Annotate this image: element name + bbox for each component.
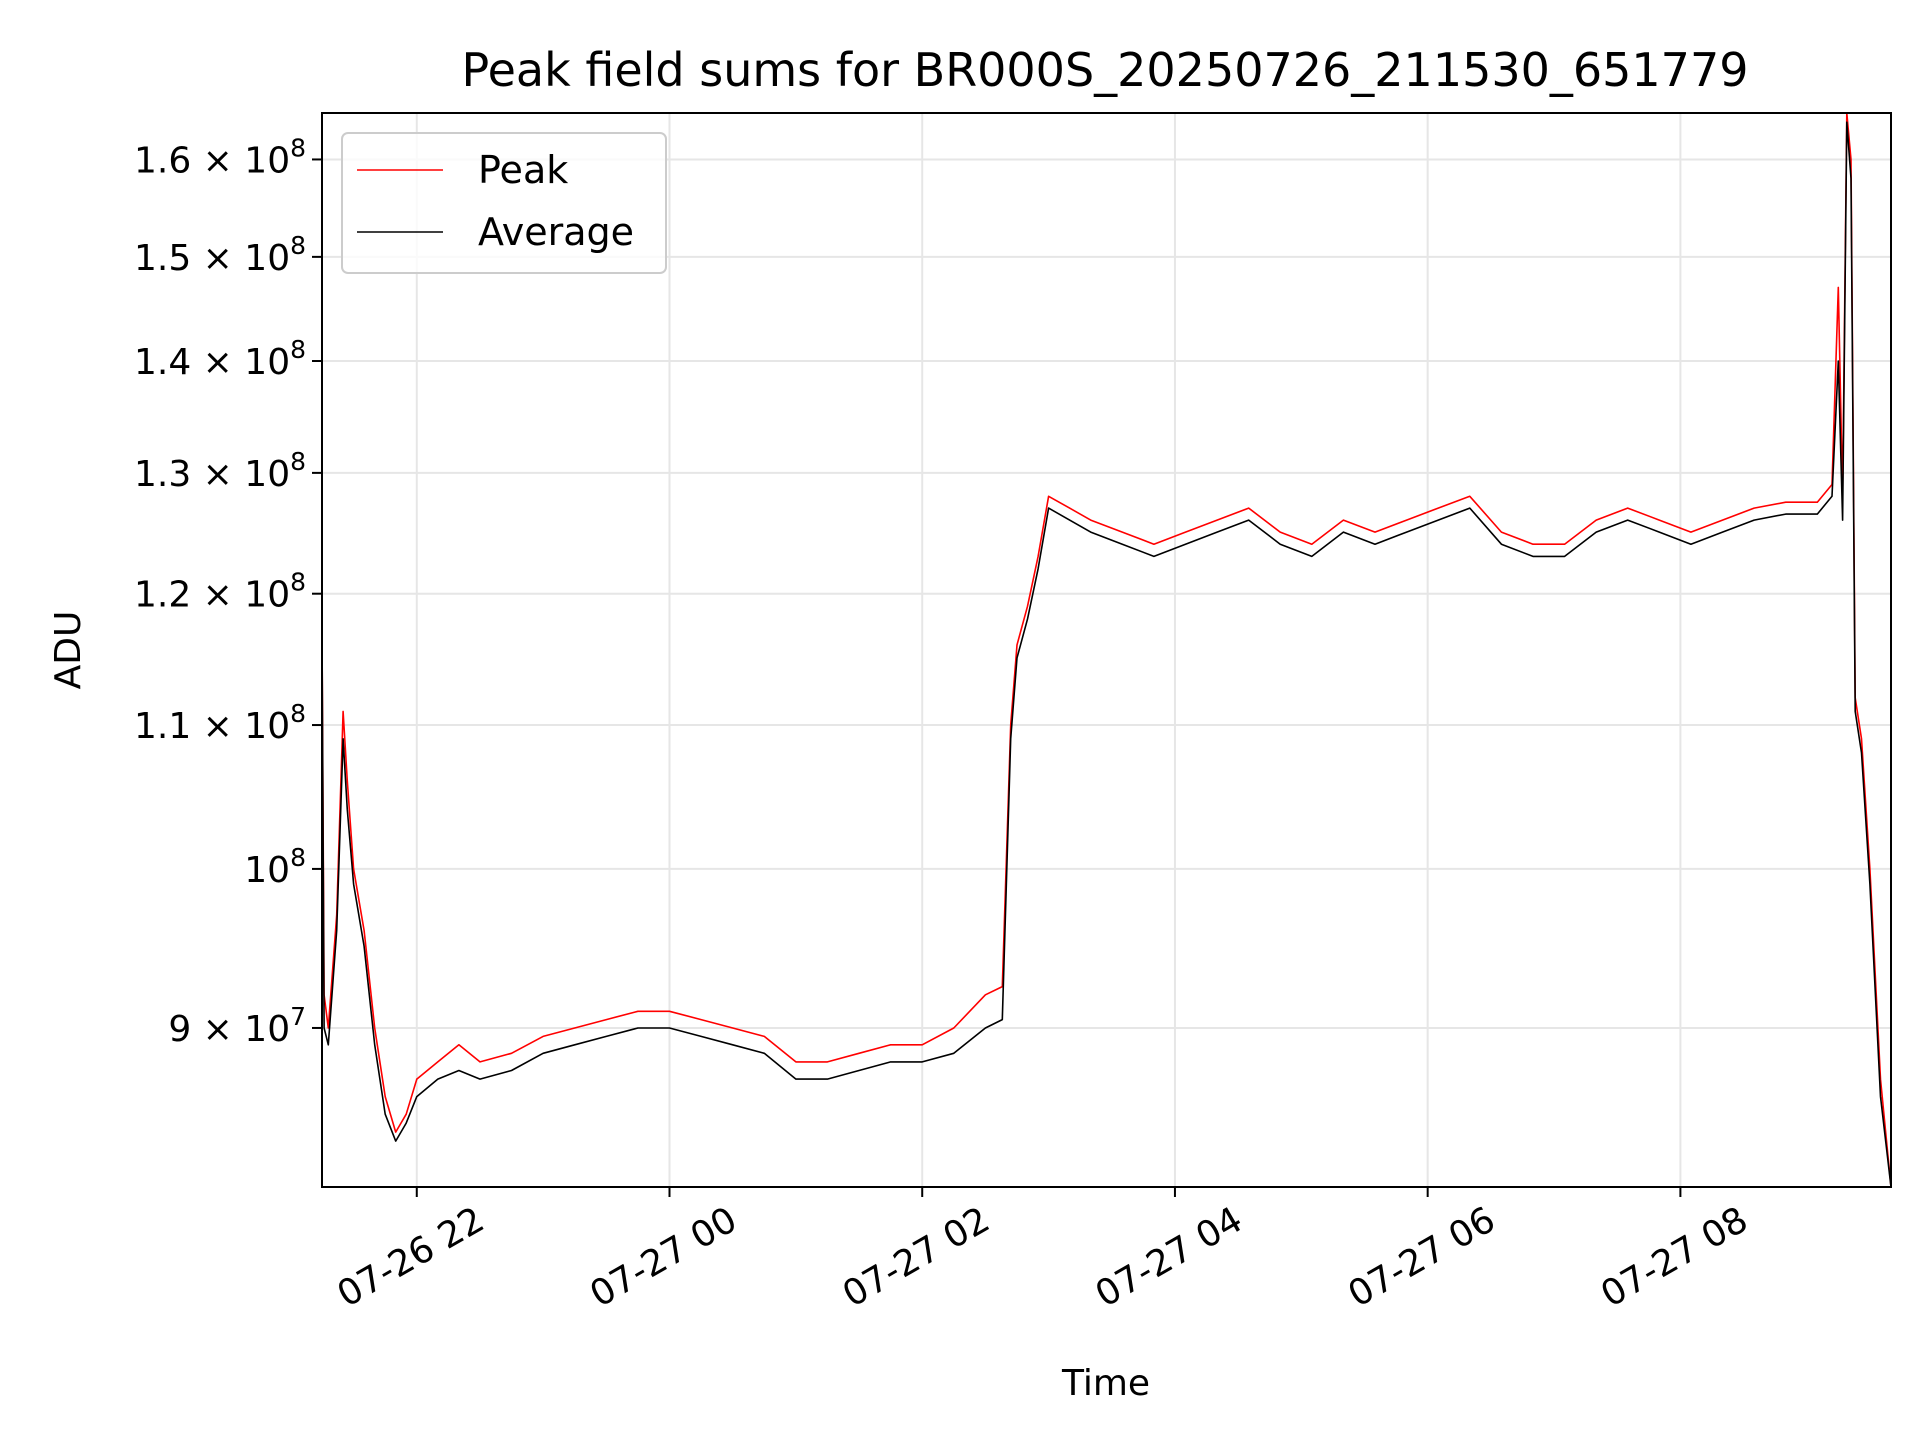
y-tick-mantissa: 1.1 (134, 706, 191, 747)
plot-frame (321, 112, 1892, 1188)
y-tick-exponent: 8 (290, 699, 306, 728)
y-tick-label: 1.6 × 108 (134, 133, 306, 181)
y-tick-exponent: 8 (290, 568, 306, 597)
y-tick-mantissa: 9 (168, 1009, 191, 1050)
chart-title: Peak field sums for BR000S_20250726_2115… (462, 43, 1749, 97)
y-tick-exponent: 8 (290, 447, 306, 476)
y-tick-mantissa: 1.3 (134, 454, 191, 495)
x-tick-label: 07-27 06 (1341, 1199, 1502, 1315)
y-tick-label: 9 × 107 (168, 1002, 306, 1050)
y-tick-times: × 10 (191, 706, 290, 747)
y-tick-mantissa: 1.2 (134, 575, 191, 616)
x-axis: 07-26 22 07-27 00 07-27 02 07-27 04 07-27 06… (331, 1187, 1755, 1316)
x-tick-label: 07-27 02 (836, 1199, 997, 1315)
y-tick-times: × 10 (191, 140, 290, 181)
y-tick-label: 1.1 × 108 (134, 699, 306, 747)
y-tick-times: × 10 (191, 238, 290, 279)
series-line-peak (321, 112, 1892, 1188)
x-axis-label: Time (1061, 1363, 1150, 1404)
y-tick-label: 1.4 × 108 (134, 335, 306, 383)
legend-label-peak: Peak (478, 148, 568, 192)
y-tick-label: 108 (244, 843, 306, 891)
y-tick-label: 1.3 × 108 (134, 447, 306, 495)
legend-label-average: Average (478, 210, 634, 254)
legend: Peak Average (341, 132, 667, 274)
series-line-average (321, 121, 1892, 1188)
y-tick-label: 1.2 × 108 (134, 568, 306, 616)
y-tick-times: × 10 (191, 1009, 290, 1050)
y-tick-label: 1.5 × 108 (134, 231, 306, 279)
x-tick-label: 07-27 04 (1089, 1199, 1250, 1315)
x-tick-label: 07-27 00 (583, 1199, 744, 1315)
y-tick-exponent: 8 (290, 843, 306, 872)
y-tick-times: × 10 (191, 575, 290, 616)
x-tick-label: 07-26 22 (331, 1199, 492, 1315)
y-tick-mantissa: 1.6 (134, 140, 191, 181)
y-axis-label: ADU (48, 611, 89, 690)
y-tick-times: × 10 (191, 454, 290, 495)
series-layer (321, 112, 1892, 1188)
y-tick-base: 10 (244, 850, 290, 891)
grid-layer (322, 113, 1891, 1187)
y-tick-exponent: 8 (290, 231, 306, 260)
y-tick-mantissa: 1.4 (134, 342, 191, 383)
y-tick-exponent: 8 (290, 335, 306, 364)
y-tick-times: × 10 (191, 342, 290, 383)
x-tick-label: 07-27 08 (1594, 1199, 1755, 1315)
y-tick-exponent: 7 (290, 1002, 306, 1031)
y-tick-mantissa: 1.5 (134, 238, 191, 279)
legend-box (341, 132, 667, 274)
y-tick-exponent: 8 (290, 133, 306, 162)
